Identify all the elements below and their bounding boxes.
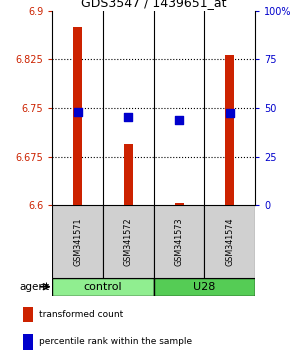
Bar [52, 205, 103, 278]
Bar [103, 205, 154, 278]
Text: control: control [84, 282, 122, 292]
Bar [23, 307, 33, 322]
Point [75, 109, 80, 115]
Bar [23, 334, 33, 350]
Text: GSM341572: GSM341572 [124, 217, 133, 266]
Text: GSM341573: GSM341573 [175, 217, 184, 266]
Text: GSM341574: GSM341574 [225, 217, 234, 266]
Text: GSM341571: GSM341571 [73, 217, 82, 266]
Text: U28: U28 [193, 282, 216, 292]
Bar [154, 278, 255, 296]
Bar [204, 205, 255, 278]
Bar [124, 144, 133, 205]
Text: agent: agent [19, 282, 49, 292]
Point [228, 110, 232, 116]
Text: percentile rank within the sample: percentile rank within the sample [39, 337, 192, 347]
Title: GDS3547 / 1439651_at: GDS3547 / 1439651_at [81, 0, 226, 10]
Point [126, 114, 131, 120]
Bar [154, 205, 204, 278]
Bar [73, 27, 82, 205]
Bar [52, 278, 154, 296]
Bar [225, 55, 234, 205]
Point [177, 117, 182, 122]
Text: transformed count: transformed count [39, 310, 124, 319]
Bar [175, 203, 184, 205]
